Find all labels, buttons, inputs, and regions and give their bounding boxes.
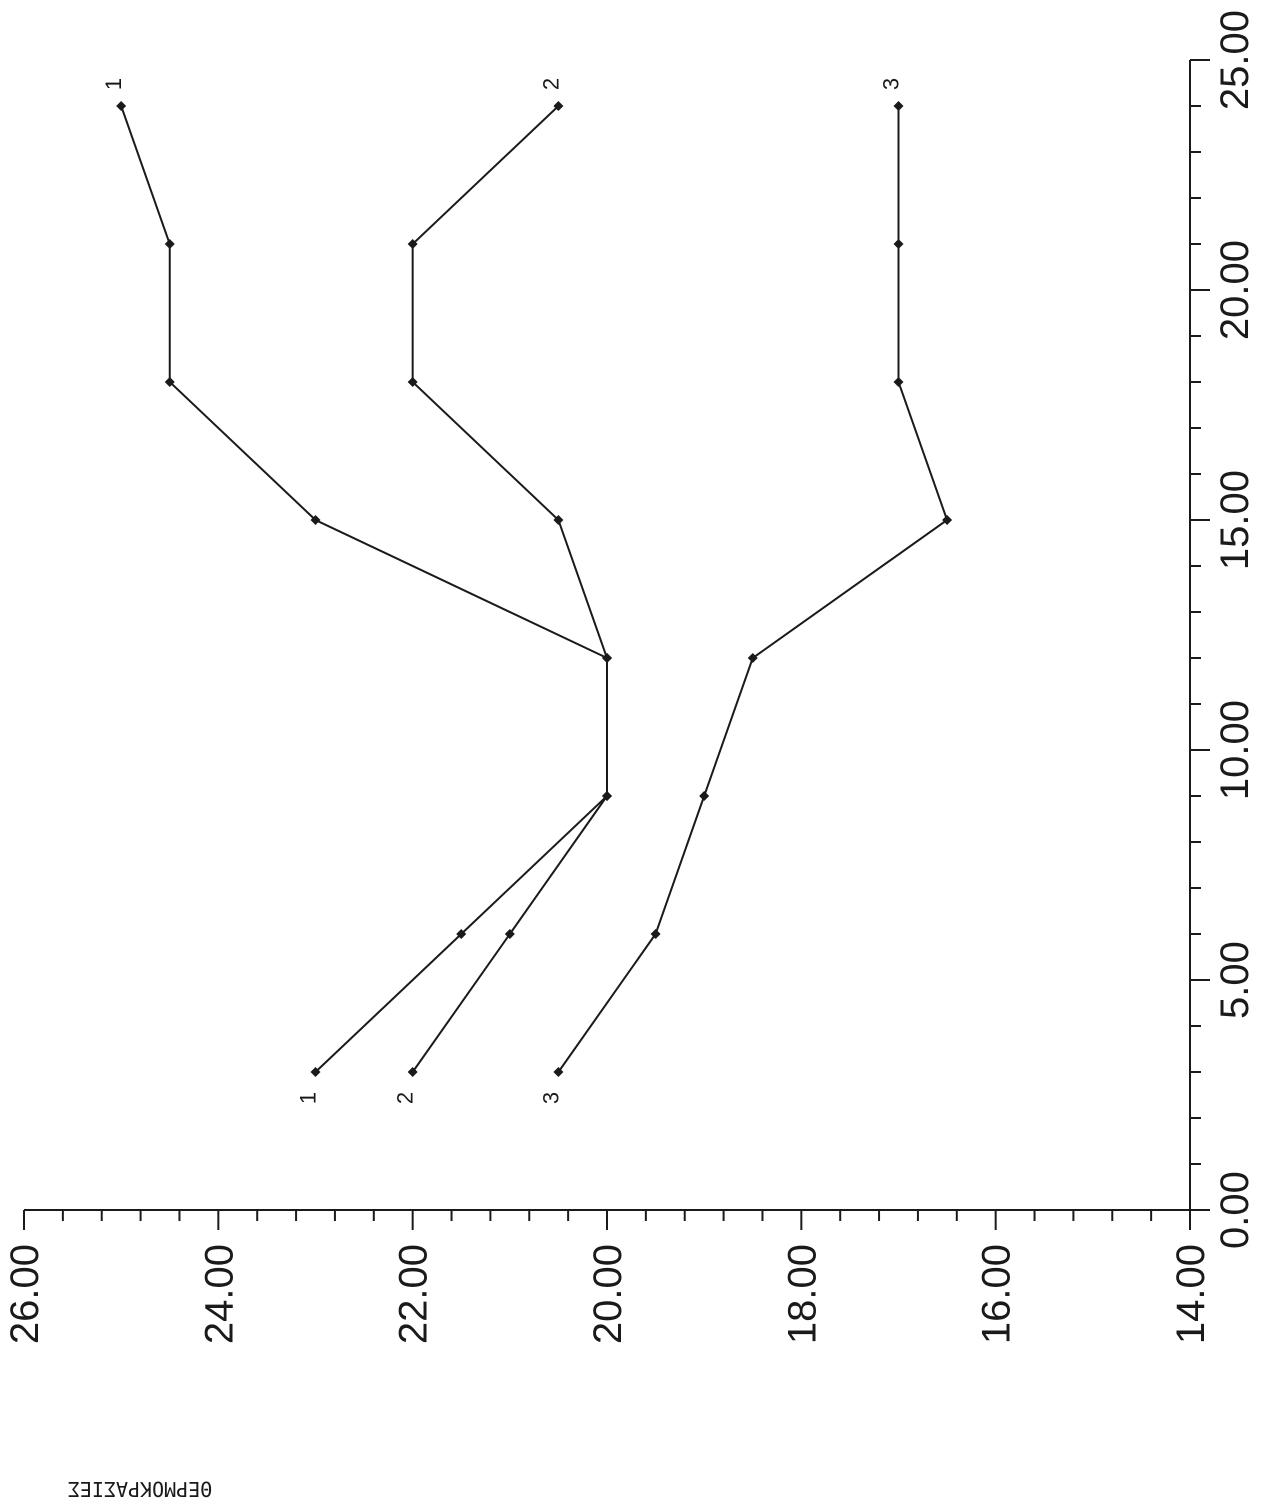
tick-labels: 14.00 16.00 18.00 20.00 22.00 24.00 26.00 0.00 5… [3,10,1257,1344]
temperature-tick-label: 18.00 [780,1244,824,1344]
temperature-tick-label: 26.00 [3,1244,47,1344]
axes [24,60,1190,1210]
series-3-start-label: 3 [538,1092,563,1104]
series-2-start-label: 2 [393,1092,418,1104]
x-tick-label: 10.00 [1213,700,1257,800]
x-tick-label: 20.00 [1213,240,1257,340]
series-2-point [602,653,612,663]
x-tick-label: 0.00 [1213,1171,1257,1249]
series-2-end-label: 2 [538,78,563,90]
series-labels: 1 1 2 2 3 3 [101,78,903,1104]
series-1-line [121,106,607,1072]
series-1-point [165,239,175,249]
series-3-point [699,791,709,801]
series-3-line [558,106,947,1072]
x-tick-label: 15.00 [1213,470,1257,570]
series-2-line [413,106,607,1072]
series-3-point [894,377,904,387]
series-1-end-label: 1 [101,78,126,90]
temperature-tick-label: 22.00 [392,1244,436,1344]
temperature-tick-label: 16.00 [975,1244,1019,1344]
series-lines [121,106,947,1072]
temperature-tick-label: 24.00 [197,1244,241,1344]
series-3-end-label: 3 [879,78,904,90]
data-markers [116,101,952,1077]
series-3-point [894,101,904,111]
temperature-tick-label: 20.00 [586,1244,630,1344]
series-3-point [894,239,904,249]
tick-marks [24,60,1210,1230]
series-1-point [116,101,126,111]
series-1-start-label: 1 [296,1092,321,1104]
temperature-tick-label: 14.00 [1169,1244,1213,1344]
x-tick-label: 5.00 [1213,941,1257,1019]
temperature-axis-title: ΘΕΡΜΟΚΡΑΣΙΕΣ [68,1477,213,1501]
x-tick-label: 25.00 [1213,10,1257,110]
